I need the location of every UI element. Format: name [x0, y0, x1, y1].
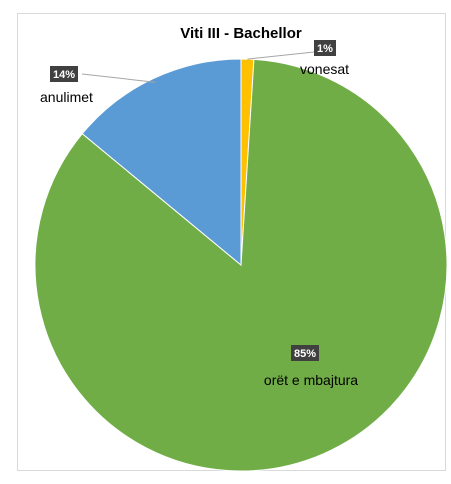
pie-slices	[34, 58, 448, 472]
leader-lines	[81, 51, 315, 83]
data-labels: 85% orët e mbajtura 14% anulimet 1% vonesat	[40, 40, 358, 388]
leader-line-vonesat	[247, 51, 315, 60]
data-label-percent: 14%	[53, 69, 75, 81]
data-label-box	[291, 345, 319, 361]
data-label-category: orët e mbajtura	[264, 372, 358, 388]
data-label-percent: 1%	[317, 43, 333, 55]
data-label-percent: 85%	[294, 348, 316, 360]
data-label-category: anulimet	[40, 89, 93, 105]
chart-title: Viti III - Bachellor	[180, 25, 302, 42]
leader-line-anulimet	[81, 73, 156, 83]
data-label-box	[314, 40, 336, 56]
pie-slice-anulimet	[81, 58, 242, 267]
data-label-box	[50, 66, 78, 82]
data-label-category: vonesat	[300, 61, 349, 77]
